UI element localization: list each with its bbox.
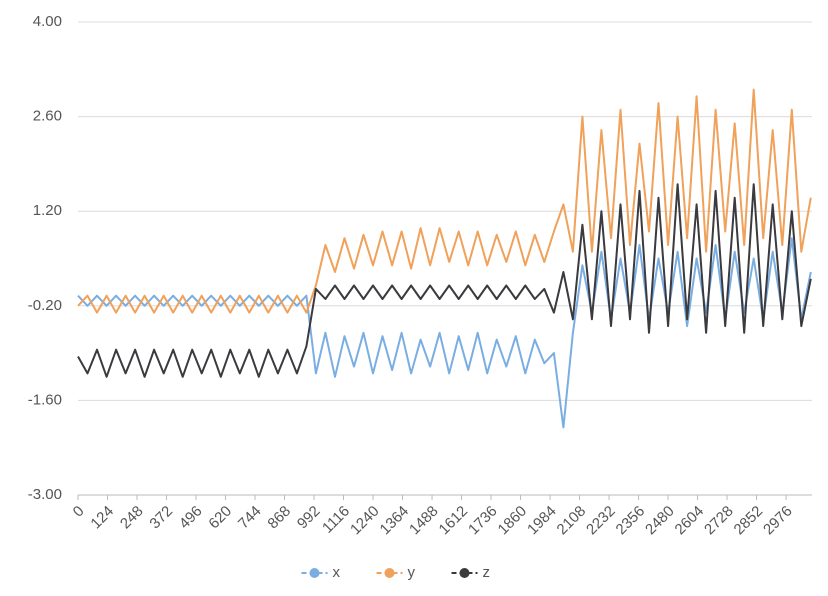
y-tick-label: 1.20 [33,202,62,219]
x-tick-label: 2852 [731,503,767,539]
legend-label: y [408,564,416,581]
x-tick-label: 868 [264,503,294,533]
legend-dot [459,568,470,578]
x-tick-label: 2604 [672,503,708,539]
series-line [77,183,812,378]
x-tick-label: 620 [205,503,235,533]
legend-label: x [333,564,341,581]
x-tick-label: 1984 [524,503,560,539]
x-tick-label: 2232 [583,503,619,539]
legend-dot [384,568,395,578]
x-tick-label: 1488 [406,503,442,539]
legend-label: z [483,564,491,581]
legend-item: x [301,564,341,581]
x-tick-label: 2108 [554,503,590,539]
legend-dot [309,568,320,578]
x-tick-label: 496 [176,503,206,533]
x-tick-label: 2480 [642,503,678,539]
x-tick-label: 744 [235,503,265,533]
x-tick-label: 2976 [760,503,796,539]
x-tick-label: 2356 [613,503,649,539]
x-tick-label: 1364 [377,503,413,539]
x-tick-label: 248 [117,503,147,533]
y-tick-label: -3.00 [28,486,62,503]
y-tick-label: -1.60 [28,391,62,408]
y-tick-label: 2.60 [33,108,62,125]
x-tick-label: 372 [146,503,176,533]
legend-item: y [376,564,416,581]
y-tick-label: 4.00 [33,13,62,30]
x-tick-label: 0 [70,503,88,521]
series-line [77,237,812,429]
x-tick-label: 1736 [465,503,501,539]
x-tick-label: 1116 [319,503,353,537]
series-line [77,88,812,314]
x-tick-label: 992 [294,503,324,533]
x-tick-label: 2728 [701,503,737,539]
x-tick-label: 1240 [347,503,383,539]
x-tick-label: 1612 [436,503,472,539]
x-tick-label: 124 [87,503,117,533]
y-tick-label: -0.20 [28,297,62,314]
x-tick-label: 1860 [495,503,531,539]
legend-item: z [451,564,491,581]
